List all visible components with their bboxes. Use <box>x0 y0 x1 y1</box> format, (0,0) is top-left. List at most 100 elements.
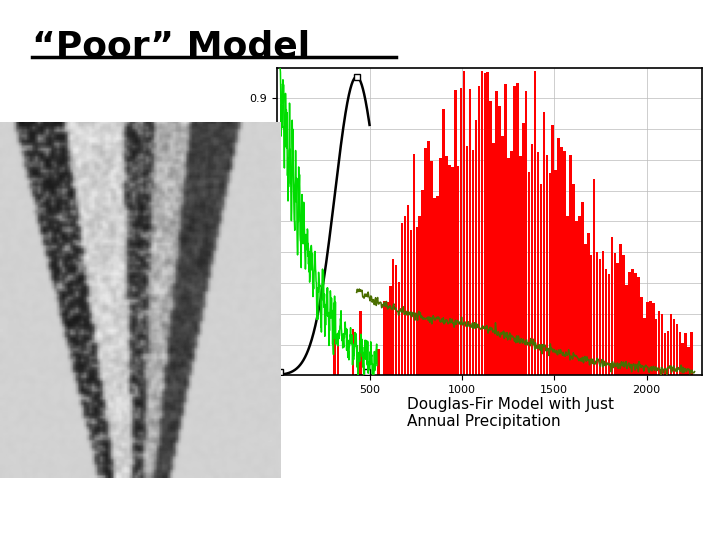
Bar <box>492 143 495 375</box>
Text: “Poor” Model: “Poor” Model <box>32 30 310 64</box>
Bar <box>525 91 528 375</box>
Bar <box>501 136 504 375</box>
Bar <box>682 343 684 375</box>
Bar <box>593 179 595 375</box>
Bar <box>401 223 403 375</box>
Bar <box>640 296 643 375</box>
Bar <box>448 165 451 375</box>
Bar <box>572 185 575 375</box>
Bar <box>428 141 430 375</box>
Bar <box>410 231 413 375</box>
Bar <box>554 170 557 375</box>
Bar <box>415 227 418 375</box>
Bar <box>563 151 566 375</box>
Bar <box>616 263 619 375</box>
Bar <box>516 83 518 375</box>
Bar <box>451 167 454 375</box>
Bar <box>584 244 587 375</box>
Bar <box>549 173 551 375</box>
Bar <box>495 91 498 375</box>
Bar <box>507 158 510 375</box>
Bar <box>629 272 631 375</box>
Bar <box>566 216 569 375</box>
Bar <box>570 156 572 375</box>
Bar <box>646 302 649 375</box>
Bar <box>599 259 601 375</box>
Bar <box>685 333 687 375</box>
Bar <box>418 215 421 375</box>
Bar <box>487 72 489 375</box>
Bar <box>472 150 474 375</box>
Bar <box>602 251 604 375</box>
Bar <box>690 332 693 375</box>
Bar <box>605 269 607 375</box>
Bar <box>619 245 622 375</box>
Bar <box>519 156 521 375</box>
Bar <box>383 301 386 375</box>
Bar <box>463 71 465 375</box>
Bar <box>457 166 459 375</box>
Bar <box>649 301 652 375</box>
Bar <box>637 278 640 375</box>
Bar <box>356 374 358 375</box>
Bar <box>670 314 672 375</box>
Bar <box>407 205 409 375</box>
Bar <box>540 184 542 375</box>
Bar <box>442 109 445 375</box>
Bar <box>392 259 395 375</box>
Bar <box>643 319 646 375</box>
Bar <box>386 302 389 375</box>
Bar <box>510 151 513 375</box>
Bar <box>634 273 636 375</box>
Bar <box>626 285 628 375</box>
Bar <box>460 88 462 375</box>
Bar <box>513 86 516 375</box>
Bar <box>590 255 593 375</box>
Bar <box>477 85 480 375</box>
Bar <box>474 120 477 375</box>
Bar <box>359 311 361 375</box>
Bar <box>333 336 336 375</box>
Bar <box>528 172 531 375</box>
Bar <box>498 106 501 375</box>
Bar <box>658 311 660 375</box>
Bar <box>661 314 663 375</box>
Bar <box>596 252 598 375</box>
Bar <box>389 286 392 375</box>
Bar <box>421 190 424 375</box>
Text: Douglas-Fir Model with Just
Annual Precipitation: Douglas-Fir Model with Just Annual Preci… <box>407 397 613 429</box>
Bar <box>490 101 492 375</box>
Bar <box>351 329 354 375</box>
Bar <box>655 319 657 375</box>
Bar <box>543 112 545 375</box>
Bar <box>404 215 406 375</box>
Bar <box>484 73 486 375</box>
Bar <box>575 221 577 375</box>
Bar <box>675 324 678 375</box>
Bar <box>337 339 339 375</box>
Bar <box>613 253 616 375</box>
Bar <box>395 265 397 375</box>
Bar <box>678 332 681 375</box>
Bar <box>587 233 590 375</box>
Bar <box>552 125 554 375</box>
Bar <box>466 146 469 375</box>
Bar <box>445 156 448 375</box>
Bar <box>398 282 400 375</box>
Bar <box>413 154 415 375</box>
Bar <box>631 269 634 375</box>
Bar <box>469 89 472 375</box>
Bar <box>608 274 611 375</box>
Bar <box>504 84 507 375</box>
Bar <box>652 303 654 375</box>
Bar <box>672 319 675 375</box>
Bar <box>377 349 380 375</box>
Bar <box>436 196 438 375</box>
Bar <box>578 217 580 375</box>
Bar <box>424 148 427 375</box>
Bar <box>581 202 584 375</box>
Bar <box>433 198 436 375</box>
Bar <box>431 161 433 375</box>
Bar <box>531 144 534 375</box>
Bar <box>664 333 666 375</box>
